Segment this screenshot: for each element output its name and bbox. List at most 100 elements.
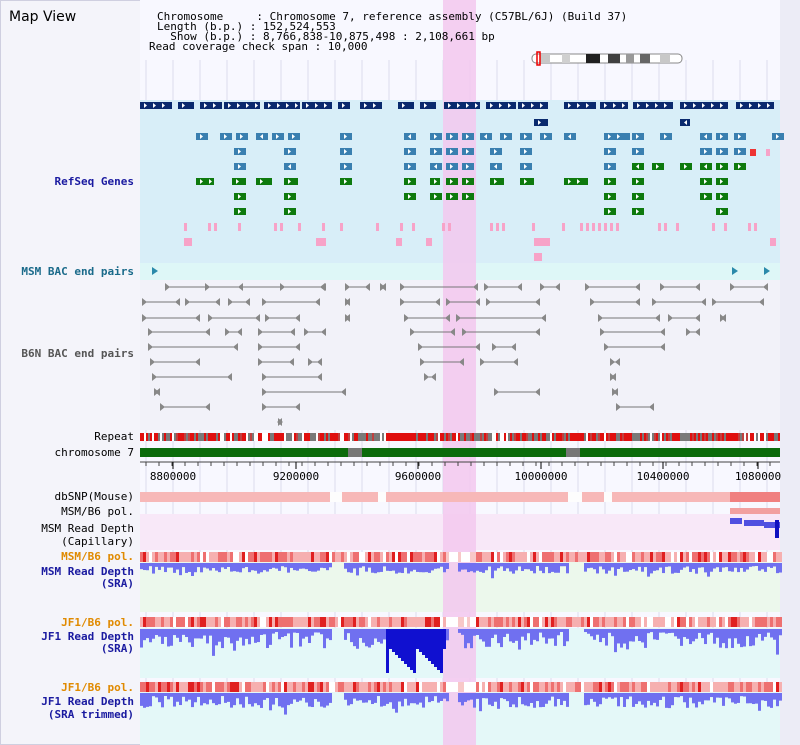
repeat-segment xyxy=(702,433,704,441)
repeat-segment xyxy=(244,433,246,441)
gene-feature xyxy=(770,238,776,246)
repeat-segment xyxy=(616,433,618,441)
depth-bar xyxy=(503,629,506,637)
repeat-segment xyxy=(166,433,168,441)
polymorphism-cell xyxy=(215,682,218,692)
repeat-segment xyxy=(222,433,224,441)
bac-end xyxy=(258,358,263,366)
repeat-segment xyxy=(700,433,702,441)
polymorphism-cell xyxy=(761,682,764,692)
polymorphism-cell xyxy=(308,552,311,562)
track-label-b6n-bac[interactable]: B6N BAC end pairs xyxy=(21,347,134,360)
bac-end xyxy=(511,343,516,351)
depth-bar xyxy=(638,563,641,567)
polymorphism-cell xyxy=(497,552,500,562)
polymorphism-cell xyxy=(428,682,431,692)
track-label-msm-depth-capillary[interactable]: MSM Read Depth xyxy=(41,522,134,535)
repeat-segment xyxy=(140,433,142,441)
polymorphism-cell xyxy=(149,682,152,692)
track-label-jf1-depth-sra[interactable]: JF1 Read Depth xyxy=(41,630,134,643)
gene-strand-arrow xyxy=(776,134,779,139)
repeat-segment xyxy=(192,433,194,441)
repeat-segment xyxy=(340,433,342,441)
gene-strand-arrow xyxy=(720,194,723,199)
gene-strand-arrow xyxy=(213,103,216,108)
polymorphism-cell xyxy=(317,552,320,562)
repeat-segment xyxy=(188,433,190,441)
repeat-segment xyxy=(648,433,650,441)
track-label-chromosome[interactable]: chromosome 7 xyxy=(54,446,134,459)
gene-strand-arrow xyxy=(494,164,497,169)
bac-end xyxy=(649,403,654,411)
track-label-repeat[interactable]: Repeat xyxy=(94,430,134,443)
polymorphism-cell xyxy=(536,682,539,692)
depth-bar xyxy=(626,629,629,650)
depth-bar xyxy=(701,693,704,705)
polymorphism-cell xyxy=(767,682,770,692)
depth-bar xyxy=(536,629,539,642)
polymorphism-cell xyxy=(575,617,578,627)
repeat-segment xyxy=(706,433,708,441)
polymorphism-cell xyxy=(548,617,551,627)
polymorphism-cell xyxy=(773,617,776,627)
track-label-dbsnp[interactable]: dbSNP(Mouse) xyxy=(54,490,134,503)
depth-bar xyxy=(263,693,266,700)
track-label-msm-pol-top[interactable]: MSM/B6 pol. xyxy=(61,505,134,518)
depth-bar xyxy=(608,629,611,633)
depth-bar xyxy=(227,563,230,567)
bac-end xyxy=(732,267,738,275)
polymorphism-cell xyxy=(161,682,164,692)
depth-bar xyxy=(278,693,281,707)
polymorphism-cell xyxy=(173,617,176,627)
depth-bar xyxy=(140,693,143,706)
polymorphism-cell xyxy=(752,682,755,692)
track-label-msm-depth-sra[interactable]: MSM Read Depth xyxy=(41,565,134,578)
depth-bar xyxy=(644,563,647,568)
repeat-segment xyxy=(726,433,728,441)
depth-bar xyxy=(647,629,650,634)
bac-end xyxy=(295,343,300,351)
bac-end xyxy=(227,373,232,381)
bac-end xyxy=(262,403,267,411)
depth-bar xyxy=(527,563,530,570)
depth-bar xyxy=(422,629,425,655)
gene-strand-arrow xyxy=(608,194,611,199)
track-label-refseq[interactable]: RefSeq Genes xyxy=(54,175,134,188)
depth-bar xyxy=(428,629,431,661)
depth-bar xyxy=(557,629,560,636)
track-label-msm-bac[interactable]: MSM BAC end pairs xyxy=(21,265,134,278)
track-label-jf1-depth-trimmed[interactable]: JF1 Read Depth xyxy=(41,695,134,708)
gene-strand-arrow xyxy=(758,103,761,108)
track-label-jf1-pol-2[interactable]: JF1/B6 pol. xyxy=(61,681,134,694)
depth-bar xyxy=(680,563,683,570)
repeat-segment xyxy=(672,433,674,441)
depth-bar xyxy=(173,629,176,636)
polymorphism-cell xyxy=(272,682,275,692)
depth-bar xyxy=(344,629,347,640)
repeat-segment xyxy=(270,433,272,441)
polymorphism-cell xyxy=(143,552,146,562)
polymorphism-cell xyxy=(239,617,242,627)
gene-strand-arrow xyxy=(450,134,453,139)
depth-bar xyxy=(716,563,719,568)
polymorphism-cell xyxy=(371,682,374,692)
gene-strand-arrow xyxy=(608,149,611,154)
repeat-segment xyxy=(284,433,286,441)
depth-bar xyxy=(383,563,386,567)
polymorphism-cell xyxy=(350,617,353,627)
depth-bar xyxy=(194,629,197,639)
polymorphism-cell xyxy=(560,617,563,627)
polymorphism-cell xyxy=(383,682,386,692)
polymorphism-cell xyxy=(737,552,740,562)
depth-bar xyxy=(209,693,212,700)
bac-end xyxy=(764,267,770,275)
polymorphism-cell xyxy=(395,617,398,627)
depth-bar xyxy=(395,693,398,713)
repeat-segment xyxy=(328,433,330,441)
polymorphism-cell xyxy=(740,682,743,692)
track-label-jf1-pol[interactable]: JF1/B6 pol. xyxy=(61,616,134,629)
polymorphism-cell xyxy=(287,552,290,562)
depth-bar xyxy=(479,563,482,572)
track-label-msm-pol[interactable]: MSM/B6 pol. xyxy=(61,550,134,563)
